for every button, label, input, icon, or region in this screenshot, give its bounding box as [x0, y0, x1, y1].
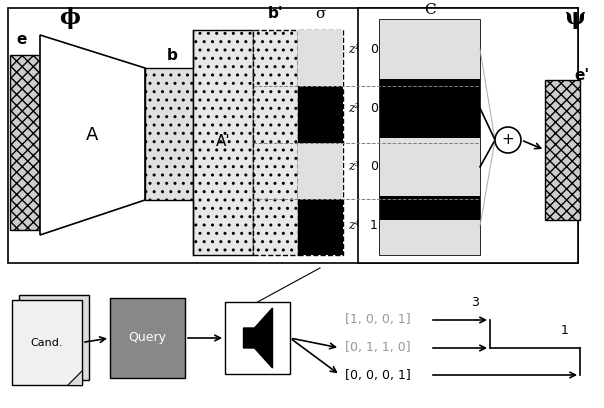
Bar: [380, 20, 480, 79]
Bar: [12, 300, 82, 385]
Bar: [8, 8, 578, 263]
Text: 1: 1: [370, 219, 378, 232]
Bar: [380, 137, 480, 196]
Polygon shape: [243, 308, 272, 368]
Text: 0: 0: [370, 160, 378, 173]
Bar: [380, 79, 480, 137]
Bar: [225, 302, 290, 374]
Bar: [193, 30, 253, 255]
Text: Query: Query: [129, 331, 167, 344]
Bar: [145, 68, 193, 200]
Circle shape: [495, 127, 521, 153]
Bar: [380, 20, 480, 255]
Text: ϕ: ϕ: [60, 7, 80, 29]
Text: z¹: z¹: [348, 43, 359, 56]
Text: 1: 1: [561, 324, 569, 337]
Bar: [380, 196, 480, 220]
Bar: [545, 80, 580, 220]
Bar: [19, 295, 89, 380]
Polygon shape: [40, 35, 145, 235]
Text: b: b: [167, 47, 178, 62]
Bar: [380, 220, 480, 255]
Text: C: C: [424, 3, 436, 17]
Text: [0, 0, 0, 1]: [0, 0, 0, 1]: [345, 368, 411, 381]
Text: A': A': [216, 135, 230, 149]
Text: σ: σ: [315, 7, 325, 21]
Text: z³: z³: [348, 160, 359, 173]
Text: b': b': [268, 7, 284, 22]
Bar: [358, 8, 578, 263]
Text: z⁴: z⁴: [348, 219, 359, 232]
Bar: [298, 199, 343, 255]
Text: z²: z²: [348, 102, 359, 115]
Text: [1, 0, 0, 1]: [1, 0, 0, 1]: [345, 313, 411, 326]
Text: [0, 1, 1, 0]: [0, 1, 1, 0]: [345, 341, 411, 355]
Bar: [110, 298, 185, 378]
Bar: [253, 30, 298, 255]
Bar: [298, 142, 343, 199]
Text: 0: 0: [370, 102, 378, 115]
Text: +: +: [502, 133, 515, 148]
Bar: [298, 30, 343, 86]
Text: e: e: [17, 33, 27, 47]
Bar: [298, 86, 343, 142]
Text: A: A: [86, 126, 98, 144]
Text: 3: 3: [471, 295, 479, 308]
Text: Cand.: Cand.: [31, 337, 63, 348]
Bar: [298, 30, 343, 255]
Bar: [10, 55, 40, 230]
Text: e': e': [574, 67, 590, 82]
Polygon shape: [67, 370, 82, 385]
Text: ψ: ψ: [565, 7, 585, 29]
Text: 0: 0: [370, 43, 378, 56]
